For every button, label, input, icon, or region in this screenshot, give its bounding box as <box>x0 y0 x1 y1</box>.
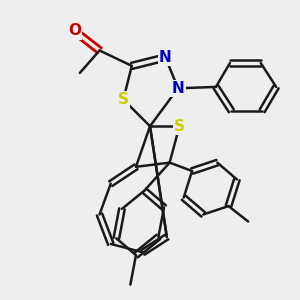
Text: S: S <box>174 119 185 134</box>
Text: N: N <box>172 81 184 96</box>
Text: N: N <box>159 50 172 65</box>
Text: S: S <box>118 92 129 107</box>
Text: O: O <box>68 23 81 38</box>
